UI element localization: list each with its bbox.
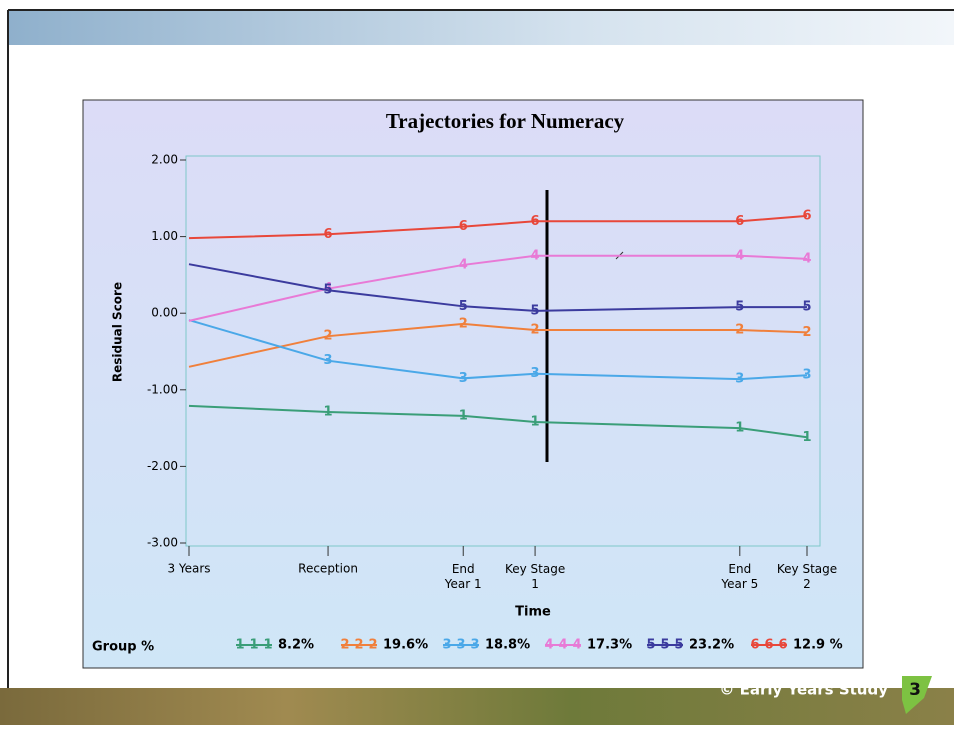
point-marker: 5 (459, 299, 468, 314)
x-tick-label: Key Stage 1 (505, 562, 565, 591)
point-marker: 3 (735, 372, 744, 387)
legend-label: 23.2% (689, 638, 734, 653)
point-marker: 4 (531, 248, 540, 263)
legend-marker: 6 (778, 638, 787, 653)
y-tick-label: 1.00 (151, 229, 178, 243)
point-marker: 2 (459, 316, 468, 331)
chart-panel (82, 99, 864, 669)
x-tick-label: Reception (298, 562, 358, 576)
series-line (188, 319, 808, 381)
point-marker: 1 (459, 408, 468, 423)
point-marker: 6 (735, 214, 744, 229)
point-marker: 1 (735, 421, 744, 436)
legend-marker: 2 (368, 638, 377, 653)
point-marker: 6 (324, 227, 333, 242)
series-line (188, 322, 808, 368)
legend-marker: 4 (572, 638, 581, 653)
legend-marker: 4 (558, 638, 567, 653)
legend-label: 12.9 % (793, 638, 843, 653)
x-tick-label: End Year 5 (720, 562, 758, 591)
legend-marker: 5 (660, 638, 669, 653)
footer-text: © Early Years Study (719, 681, 888, 699)
legend-marker: 6 (764, 638, 773, 653)
y-tick-label: 2.00 (151, 153, 178, 167)
series-line (188, 254, 808, 322)
point-marker: 4 (735, 248, 744, 263)
point-marker: 5 (802, 300, 811, 315)
series-line (188, 263, 807, 312)
legend-marker: 4 (544, 638, 553, 653)
legend-marker: 3 (442, 638, 451, 653)
plot-frame (185, 155, 821, 547)
point-marker: 1 (324, 405, 333, 420)
legend-marker: 5 (674, 638, 683, 653)
y-tick-label: -1.00 (147, 382, 178, 396)
legend-marker: 1 (249, 638, 258, 653)
y-tick-label: -2.00 (147, 459, 178, 473)
legend-marker: 3 (456, 638, 465, 653)
y-tick-label: 0.00 (151, 306, 178, 320)
page-number: 3 (909, 680, 921, 700)
legend-title: Group % (92, 640, 154, 655)
point-marker: 2 (531, 323, 540, 338)
point-marker: 6 (531, 214, 540, 229)
point-marker: 3 (531, 366, 540, 381)
y-tick-label: -3.00 (147, 536, 178, 550)
point-marker: 3 (459, 371, 468, 386)
point-marker: 2 (802, 325, 811, 340)
footer-image (0, 688, 954, 725)
legend-label: 17.3% (587, 638, 632, 653)
legend-marker: 3 (470, 638, 479, 653)
point-marker: 3 (324, 353, 333, 368)
point-marker: 3 (802, 368, 811, 383)
point-marker: 4 (459, 257, 468, 272)
series-line (188, 404, 808, 439)
x-tick-label: Key Stage 2 (777, 562, 837, 591)
legend-marker: 2 (354, 638, 363, 653)
point-marker: 2 (324, 329, 333, 344)
legend-label: 18.8% (485, 638, 530, 653)
x-tick-label: End Year 1 (444, 562, 482, 591)
legend-marker: 6 (750, 638, 759, 653)
legend-marker: 2 (340, 638, 349, 653)
point-marker: 1 (531, 414, 540, 429)
page-badge (902, 676, 932, 714)
legend-marker: 1 (263, 638, 272, 653)
point-marker: 5 (735, 300, 744, 315)
x-tick-label: 3 Years (167, 562, 210, 576)
legend-label: 8.2% (278, 638, 314, 653)
header-band (9, 11, 954, 45)
point-marker: 6 (459, 219, 468, 234)
point-marker: 5 (531, 303, 540, 318)
legend-label: 19.6% (383, 638, 428, 653)
point-marker: 4 (802, 251, 811, 266)
point-marker: 2 (735, 323, 744, 338)
chart-title: Trajectories for Numeracy (386, 109, 625, 133)
x-axis-label: Time (515, 605, 551, 620)
series-line (188, 214, 808, 240)
legend-marker: 1 (235, 638, 244, 653)
point-marker: 6 (802, 208, 811, 223)
y-axis-label: Residual Score (111, 282, 125, 382)
point-marker: 5 (324, 283, 333, 298)
point-marker: 1 (802, 430, 811, 445)
legend-marker: 5 (646, 638, 655, 653)
point-marker: 4 (324, 281, 333, 296)
